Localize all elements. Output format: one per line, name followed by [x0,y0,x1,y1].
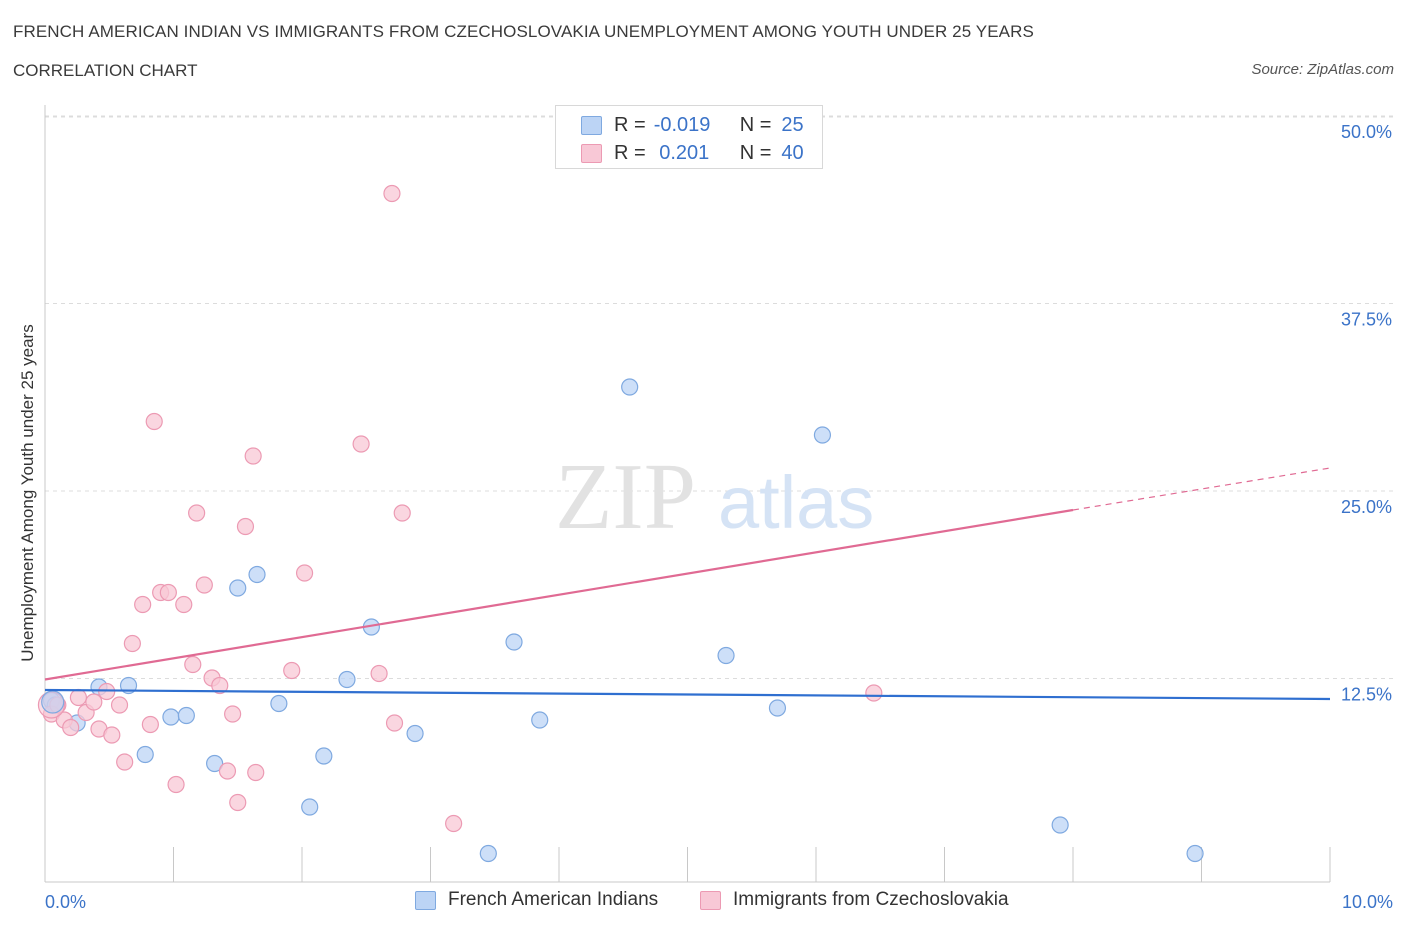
pink-point [370,664,388,683]
legend-swatch-blue [415,890,436,910]
blue-point [301,798,319,816]
grid-layer [45,115,1395,679]
watermark: ZIP atlas [555,445,874,549]
r-value: -0.019 [653,113,711,136]
x-tick-label: 10.0% [1342,892,1393,912]
blue-point [717,646,735,665]
n-label: N = [739,141,772,164]
x-tick-label: 0.0% [45,892,86,912]
pink-point [247,763,265,782]
stats-row-pink: R = 0.201 N = 40 [581,142,804,164]
legend-item-immigrants-czechoslovakia: Immigrants from Czechoslovakia [700,889,1009,911]
legend-item-french-american-indians: French American Indians [415,889,658,911]
pink-trendline [44,508,1074,681]
pink-trendline-extension [1072,467,1331,511]
pink-point [445,814,463,833]
n-value: 25 [781,113,804,136]
pink-point [195,576,213,594]
blue-point [315,747,333,765]
blue-point [229,579,247,597]
pink-point [385,714,404,732]
pink-point [110,696,129,714]
series-legend: French American Indians Immigrants from … [0,889,1406,913]
watermark-atlas: atlas [718,461,874,544]
y-tick-label: 50.0% [1341,122,1392,142]
blue-swatch [581,115,602,135]
pink-point [383,184,401,203]
blue-trendline [44,688,1331,701]
blue-point [1051,816,1069,834]
n-label: N = [739,113,772,136]
trend-layer [44,467,1331,701]
source-label: Source: ZipAtlas.com [1251,61,1394,78]
pink-point [69,688,88,707]
stats-legend: R = -0.019 N = 25 R = 0.201 N = 40 [555,105,823,169]
r-label: R = [614,141,646,164]
blue-point [768,699,787,717]
y-tick-label: 37.5% [1341,310,1392,330]
pink-point [175,595,193,614]
chart-subtitle: CORRELATION CHART [13,61,198,80]
stats-row-blue: R = -0.019 N = 25 [581,114,804,136]
blue-point [248,565,266,584]
axis-layer: 12.5% 25.0% 37.5% 50.0% 0.0% 10.0% [44,105,1393,912]
blue-cluster-point [41,690,65,714]
watermark-zip: ZIP [555,445,696,549]
blue-point [505,633,523,651]
pink-swatch [581,143,602,163]
pink-point [865,684,883,702]
blue-point [270,694,288,713]
pink-point [184,655,202,674]
legend-swatch-pink [700,890,721,910]
pink-point [116,753,134,771]
blue-point [338,670,356,689]
blue-point [621,378,639,396]
pink-point [393,504,411,522]
pink-point [352,435,370,453]
pink-point [85,693,103,711]
pink-point [218,762,237,780]
points-layer [37,184,1204,863]
blue-point [177,706,195,725]
pink-point [283,661,301,680]
r-value: 0.201 [653,141,710,164]
chart-title: FRENCH AMERICAN INDIAN VS IMMIGRANTS FRO… [13,22,1034,41]
y-tick-label: 12.5% [1341,685,1392,705]
pink-point [229,793,247,812]
legend-label: French American Indians [448,889,659,910]
pink-point [159,583,177,602]
pink-point [167,775,185,794]
legend-label: Immigrants from Czechoslovakia [733,889,1009,910]
pink-point [236,517,255,536]
blue-point [162,708,180,726]
pink-point [224,705,242,723]
pink-point [295,564,314,582]
r-label: R = [614,113,646,136]
blue-point [479,844,497,863]
blue-point [813,426,832,444]
blue-point [206,754,224,773]
pink-point [145,412,163,431]
blue-point [136,745,154,764]
pink-point [123,634,141,653]
n-value: 40 [781,141,804,164]
pink-point [103,726,121,744]
blue-point [1186,844,1204,863]
y-axis-label: Unemployment Among Youth under 25 years [18,324,37,662]
pink-point [134,595,152,614]
pink-point [211,676,229,695]
pink-point [62,718,80,737]
y-tick-label: 25.0% [1341,497,1392,517]
pink-point [244,447,262,465]
pink-point [188,504,206,522]
blue-point [531,711,549,729]
pink-point [141,715,159,734]
blue-point [406,724,424,743]
